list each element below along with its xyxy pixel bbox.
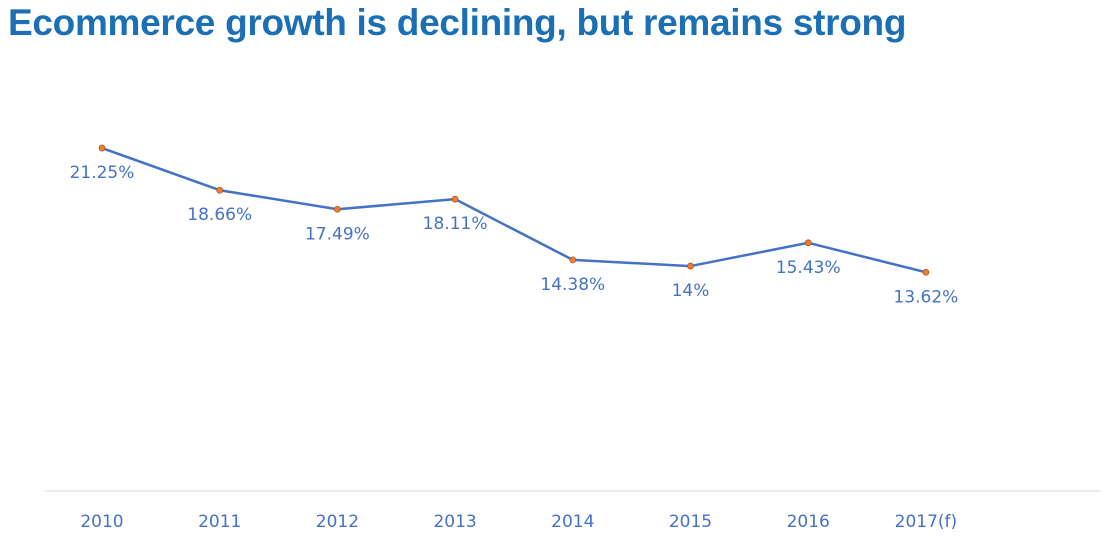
data-label: 13.62% <box>893 287 958 307</box>
x-tick-label: 2017(f) <box>895 512 958 532</box>
x-tick-label: 2012 <box>316 512 359 532</box>
data-point <box>687 262 694 270</box>
x-tick-label: 2011 <box>198 512 241 532</box>
x-tick-label: 2014 <box>551 512 594 532</box>
data-point <box>451 195 459 203</box>
data-point <box>333 205 341 213</box>
x-tick-label: 2016 <box>787 512 830 532</box>
data-label: 17.49% <box>305 224 370 244</box>
data-point <box>216 186 224 194</box>
x-tick-label: 2013 <box>433 512 476 532</box>
chart-title: Ecommerce growth is declining, but remai… <box>8 2 907 43</box>
x-tick-label: 2015 <box>669 512 712 532</box>
data-point <box>98 144 106 152</box>
data-point <box>569 256 577 264</box>
x-tick-label: 2010 <box>80 512 123 532</box>
data-label: 18.66% <box>187 205 252 225</box>
data-point <box>922 268 930 276</box>
series-line <box>101 146 927 274</box>
data-point <box>804 239 812 247</box>
data-label: 21.25% <box>70 163 135 183</box>
data-label: 14.38% <box>540 275 605 295</box>
data-label: 14% <box>672 281 710 301</box>
data-label: 18.11% <box>423 214 488 234</box>
data-label: 15.43% <box>776 258 841 278</box>
